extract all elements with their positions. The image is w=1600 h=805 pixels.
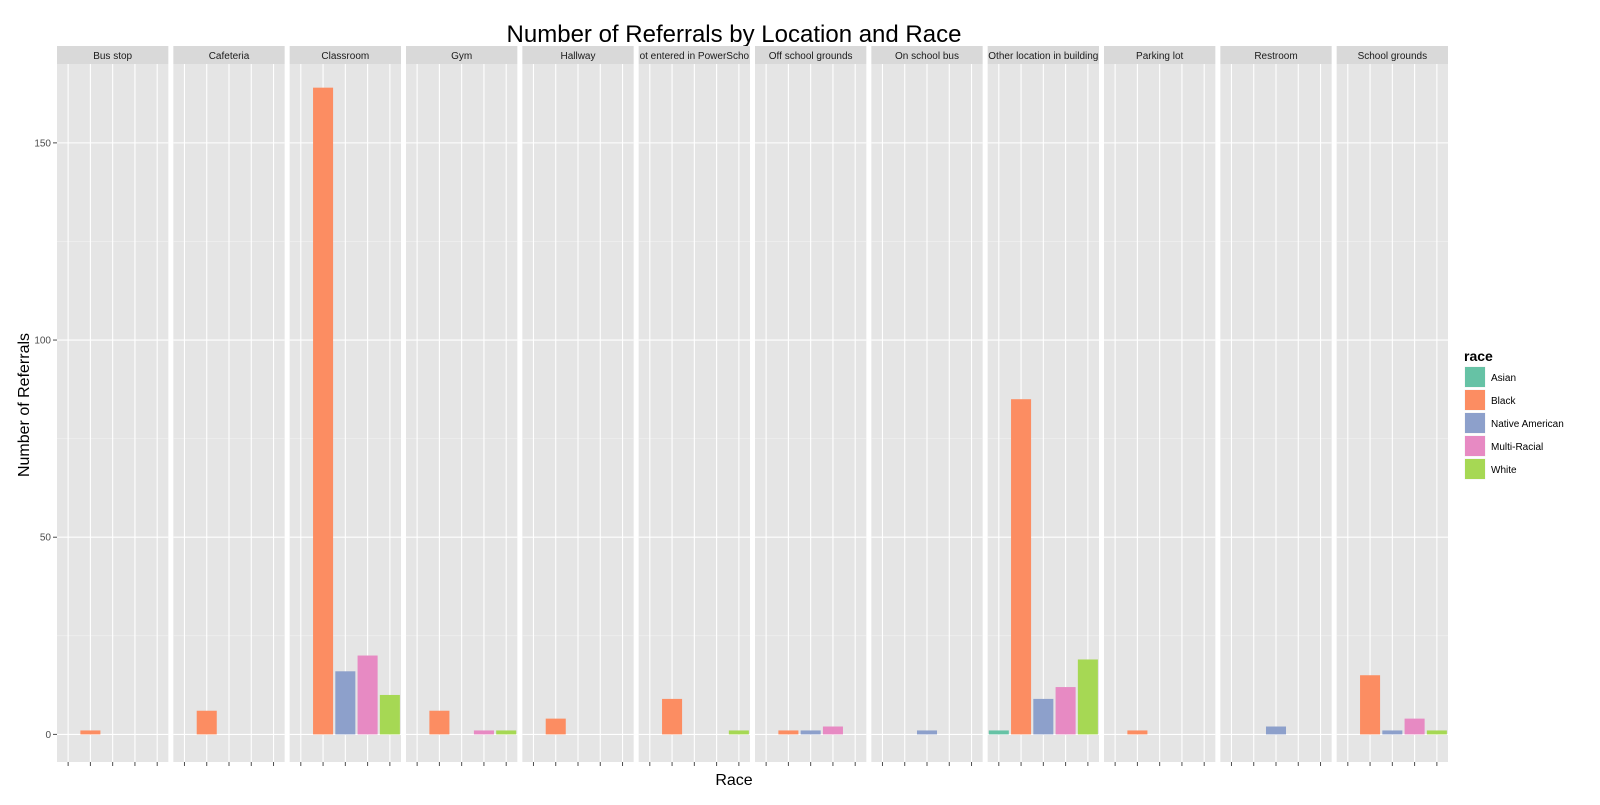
legend-label: Multi-Racial [1491, 442, 1543, 453]
facet-panel: Other location in building [987, 46, 1099, 766]
facet-panel: Cafeteria [173, 46, 285, 766]
x-axis-label: Race [715, 772, 752, 789]
facet-strip-label: Classroom [321, 51, 369, 62]
bar-multi-racial [473, 730, 494, 735]
facet-panel: Hallway [522, 46, 634, 766]
facet-strip [987, 46, 1099, 64]
legend-label: Black [1491, 396, 1516, 407]
bar-black [1011, 399, 1032, 735]
facet-strip [57, 46, 169, 64]
bar-multi-racial [1055, 687, 1076, 735]
facet-panel: Classroom [289, 46, 401, 766]
facet-strip [522, 46, 634, 64]
bar-native-american [335, 671, 356, 735]
facet-panel: Off school grounds [755, 46, 867, 766]
legend: race Asian Black Native American Multi-Raci… [1463, 348, 1564, 481]
legend-item: Multi-Racial [1463, 434, 1543, 458]
bar-black [1360, 675, 1381, 735]
facet-strip [755, 46, 867, 64]
facet-strip-label: ot entered in PowerScho [640, 51, 750, 62]
y-axis-label: Number of Referrals [16, 333, 33, 477]
bar-black [662, 698, 683, 735]
facet-strip-label: On school bus [895, 51, 959, 62]
y-tick-label: 50 [40, 533, 52, 544]
facet-panels: Bus stop Cafeteria Classroom Gym Hallway ot e… [57, 46, 1448, 766]
bar-multi-racial [357, 655, 378, 735]
bar-multi-racial [1404, 718, 1425, 735]
bar-white [1426, 730, 1447, 735]
legend-swatch [1465, 459, 1485, 479]
legend-item: White [1463, 457, 1517, 481]
bar-white [379, 694, 400, 735]
bar-black [429, 710, 450, 735]
bar-black [778, 730, 799, 735]
facet-strip [1104, 46, 1216, 64]
bar-white [496, 730, 517, 735]
y-axis: 0 50 100 150 [34, 138, 57, 741]
bar-native-american [800, 730, 821, 735]
y-tick-label: 0 [45, 730, 51, 741]
bar-multi-racial [822, 726, 843, 735]
legend-swatch [1465, 390, 1485, 410]
bar-black [313, 87, 334, 735]
bar-native-american [1033, 698, 1054, 735]
legend-item: Native American [1463, 411, 1564, 435]
facet-strip-label: Restroom [1254, 51, 1297, 62]
bar-native-american [916, 730, 938, 735]
chart-title: Number of Referrals by Location and Race [507, 21, 962, 48]
facet-panel: Restroom [1220, 46, 1332, 766]
facet-strip [1336, 46, 1448, 64]
bar-asian [988, 730, 1009, 735]
facet-strip-label: Other location in building [988, 51, 1098, 62]
facet-strip [406, 46, 518, 64]
bar-native-american [1382, 730, 1403, 735]
bar-white [1077, 659, 1098, 735]
legend-item: Black [1463, 388, 1516, 412]
facet-strip [289, 46, 401, 64]
legend-label: Asian [1491, 373, 1516, 384]
legend-swatch [1465, 436, 1485, 456]
bar-black [1127, 730, 1148, 735]
facet-panel: Parking lot [1104, 46, 1216, 766]
facet-strip-label: School grounds [1358, 51, 1428, 62]
bar-native-american [1265, 726, 1287, 735]
legend-title: race [1464, 348, 1493, 364]
facet-panel: Gym [406, 46, 518, 766]
y-tick-label: 150 [34, 138, 51, 149]
bar-black [80, 730, 101, 735]
facet-panel: Bus stop [57, 46, 169, 766]
facet-strip-label: Parking lot [1136, 51, 1183, 62]
legend-swatch [1465, 413, 1485, 433]
facet-panel: School grounds [1336, 46, 1448, 766]
facet-strip [1220, 46, 1332, 64]
facet-strip-label: Off school grounds [769, 51, 853, 62]
facet-panel: On school bus [871, 46, 983, 766]
facet-strip-label: Gym [451, 51, 472, 62]
facet-strip [871, 46, 983, 64]
facet-strip-label: Cafeteria [209, 51, 250, 62]
facet-strip [638, 46, 750, 64]
facet-panel: ot entered in PowerScho [638, 46, 750, 766]
legend-swatch [1465, 367, 1485, 387]
legend-label: White [1491, 465, 1517, 476]
facet-strip-label: Hallway [560, 51, 595, 62]
bar-black [545, 718, 566, 735]
bar-black [196, 710, 217, 735]
bar-white [728, 730, 749, 735]
legend-item: Asian [1463, 365, 1516, 389]
facet-strip-label: Bus stop [93, 51, 132, 62]
y-tick-label: 100 [34, 336, 51, 347]
facet-strip [173, 46, 285, 64]
legend-label: Native American [1491, 419, 1564, 430]
